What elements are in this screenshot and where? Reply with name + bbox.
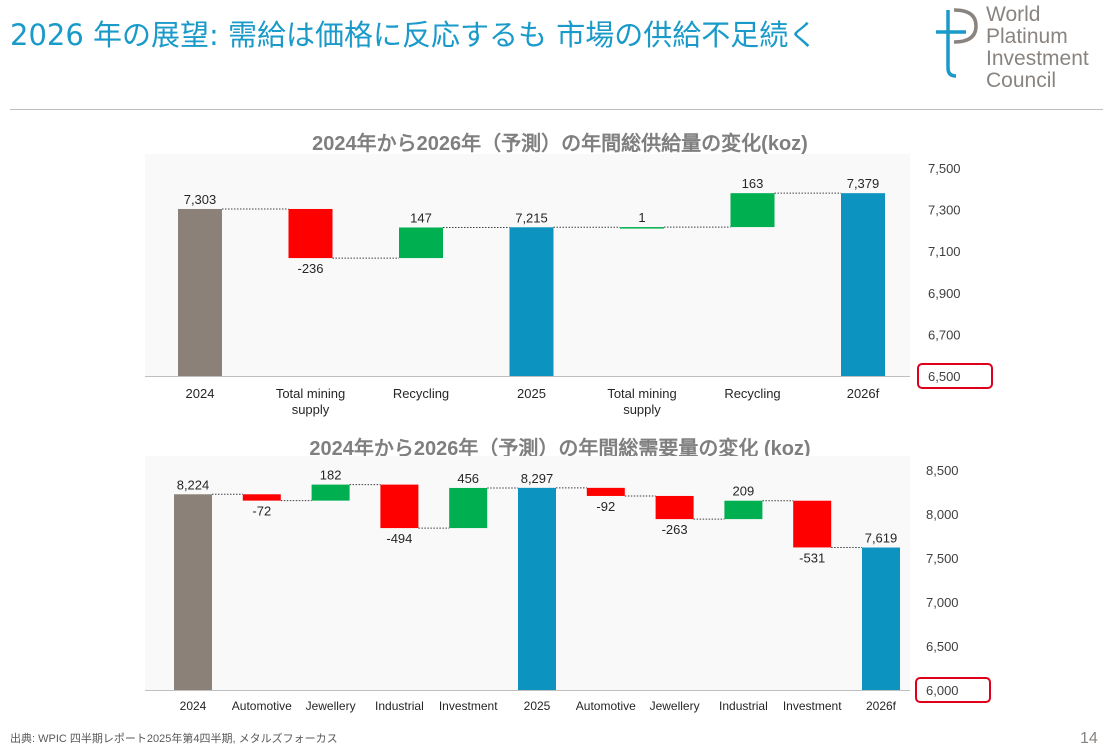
category-label: Industrial [719,699,768,713]
y-tick-label: 8,500 [926,463,959,478]
category-label: Jewellery [306,699,356,713]
data-label: -494 [386,531,412,546]
data-label: 182 [320,468,342,483]
bar-6 [518,487,556,690]
logo-line-council: Council [986,69,1057,92]
category-label: 2025 [524,699,551,713]
bar-7 [841,193,885,376]
logo-line-investment: Investment [986,47,1089,70]
bar-5 [620,227,664,229]
data-label: -236 [297,261,323,276]
category-label: Jewellery [650,699,700,713]
category-label: 2025 [517,386,546,401]
category-label: Investment [439,699,498,713]
bar-6 [730,193,775,228]
y-tick-label: 7,000 [926,595,959,610]
data-label: 456 [457,471,479,486]
bar-4 [509,227,554,376]
logo-line-world: World [986,3,1041,26]
data-label: -531 [799,550,825,565]
bar-8 [655,495,694,520]
data-label: 163 [742,176,764,191]
category-label: 2024 [186,386,215,401]
data-label: -92 [596,499,615,514]
data-label: -263 [662,522,688,537]
bar-3 [311,484,350,501]
y-tick-label: 7,500 [926,551,959,566]
demand-chart-title: 2024年から2026年（予測）の年間総需要量の変化 (koz) [309,438,811,460]
category-label: Total mining [276,386,345,401]
y-tick-label: 6,500 [926,639,959,654]
category-label: supply [623,402,661,417]
wpic-logo: World Platinum Investment Council [928,2,1108,96]
category-label: Total mining [607,386,676,401]
bar-2 [288,208,333,259]
bar-1 [178,208,222,376]
bar-7 [586,487,625,496]
category-label: Automotive [576,699,636,713]
data-label: 7,303 [184,192,217,207]
highlight-box [917,363,993,389]
data-label: 147 [410,210,432,225]
data-label: 7,379 [847,176,880,191]
bar-3 [399,227,443,259]
bar-9 [724,500,763,520]
y-tick-label: 7,100 [928,244,961,259]
source-footnote: 出典: WPIC 四半期レポート2025年第4四半期, メタルズフォーカス [10,733,338,745]
bar-10 [793,500,832,548]
category-label: Industrial [375,699,424,713]
y-tick-label: 7,300 [928,203,961,218]
bar-5 [449,487,488,529]
category-label: Automotive [232,699,292,713]
supply-chart-title: 2024年から2026年（予測）の年間総供給量の変化(koz) [312,133,808,155]
wpic-logo-text: World Platinum Investment Council [986,4,1089,92]
y-tick-label: 6,700 [928,327,961,342]
category-label: 2026f [866,699,897,713]
data-label: 1 [638,210,645,225]
bar-4 [380,484,419,529]
y-tick-label: 7,500 [928,161,961,176]
bar-2 [242,494,281,501]
bar-1 [174,494,212,690]
y-tick-label: 8,000 [926,507,959,522]
category-label: Investment [783,699,842,713]
data-label: 7,619 [865,531,898,546]
category-label: Recycling [724,386,780,401]
category-label: Recycling [393,386,449,401]
page-number: 14 [1080,730,1098,747]
slide-title: 2026 年の展望: 需給は価格に反応するも 市場の供給不足続く [10,18,818,52]
data-label: -72 [252,504,271,519]
wpic-logo-mark-icon [936,8,978,78]
data-label: 8,297 [521,471,554,486]
bar-11 [862,547,900,690]
y-tick-label: 6,000 [926,683,959,698]
category-label: 2026f [847,386,880,401]
y-tick-label: 6,500 [928,369,961,384]
data-label: 7,215 [515,210,548,225]
highlight-box [915,677,991,703]
category-label: 2024 [180,699,207,713]
data-label: 8,224 [177,477,210,492]
category-label: supply [292,402,330,417]
title-divider [10,109,1103,110]
logo-line-platinum: Platinum [986,25,1068,48]
data-label: 209 [733,484,755,499]
y-tick-label: 6,900 [928,286,961,301]
